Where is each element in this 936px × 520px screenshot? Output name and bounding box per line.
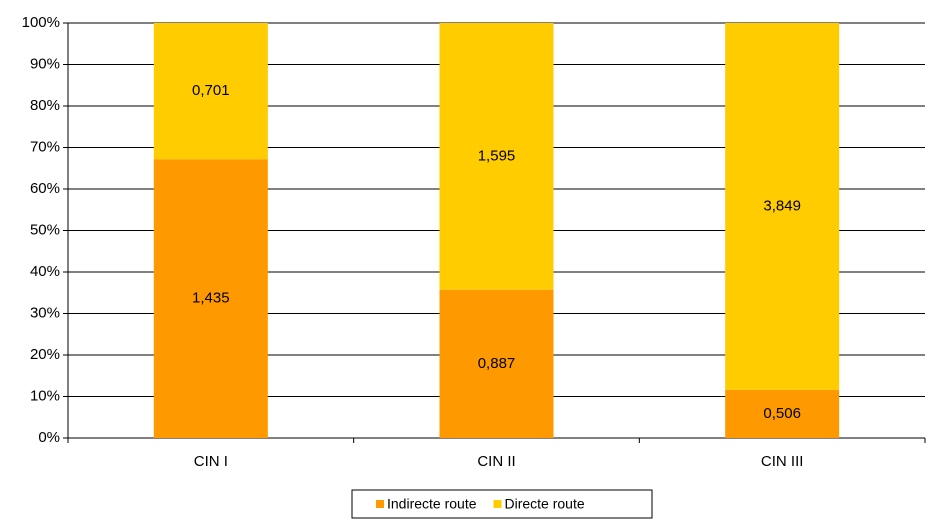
- x-tick-label: CIN II: [477, 453, 515, 470]
- y-tick-label: 60%: [30, 180, 60, 197]
- legend-swatch: [493, 500, 502, 508]
- y-tick-label: 70%: [30, 138, 60, 155]
- bar-segment: [439, 289, 554, 438]
- y-tick-label: 30%: [30, 304, 60, 321]
- legend: Indirecte route Directe route: [351, 489, 653, 519]
- legend-label: Directe route: [505, 496, 585, 512]
- y-tick-label: 0%: [38, 429, 60, 446]
- y-tick-label: 10%: [30, 387, 60, 404]
- data-label: 0,506: [763, 405, 801, 422]
- legend-label: Indirecte route: [387, 496, 477, 512]
- bar-segment: [153, 23, 268, 160]
- legend-box: [351, 489, 653, 519]
- y-tick-label: 100%: [22, 14, 60, 31]
- legend-swatch: [376, 500, 384, 508]
- data-label: 0,887: [478, 355, 516, 372]
- bar-segment: [725, 23, 840, 390]
- data-label: 3,849: [763, 197, 801, 214]
- y-tick-label: 90%: [30, 55, 60, 72]
- y-tick-label: 40%: [30, 263, 60, 280]
- y-tick-label: 50%: [30, 221, 60, 238]
- bar-segment: [153, 159, 268, 438]
- x-tick-label: CIN III: [761, 453, 804, 470]
- data-label: 0,701: [192, 82, 230, 99]
- bar-segment: [725, 389, 840, 438]
- bar-segment: [439, 23, 554, 290]
- y-tick-label: 20%: [30, 346, 60, 363]
- data-label: 1,595: [478, 147, 516, 164]
- y-tick-label: 80%: [30, 97, 60, 114]
- x-tick-label: CIN I: [194, 453, 228, 470]
- data-label: 1,435: [192, 290, 230, 307]
